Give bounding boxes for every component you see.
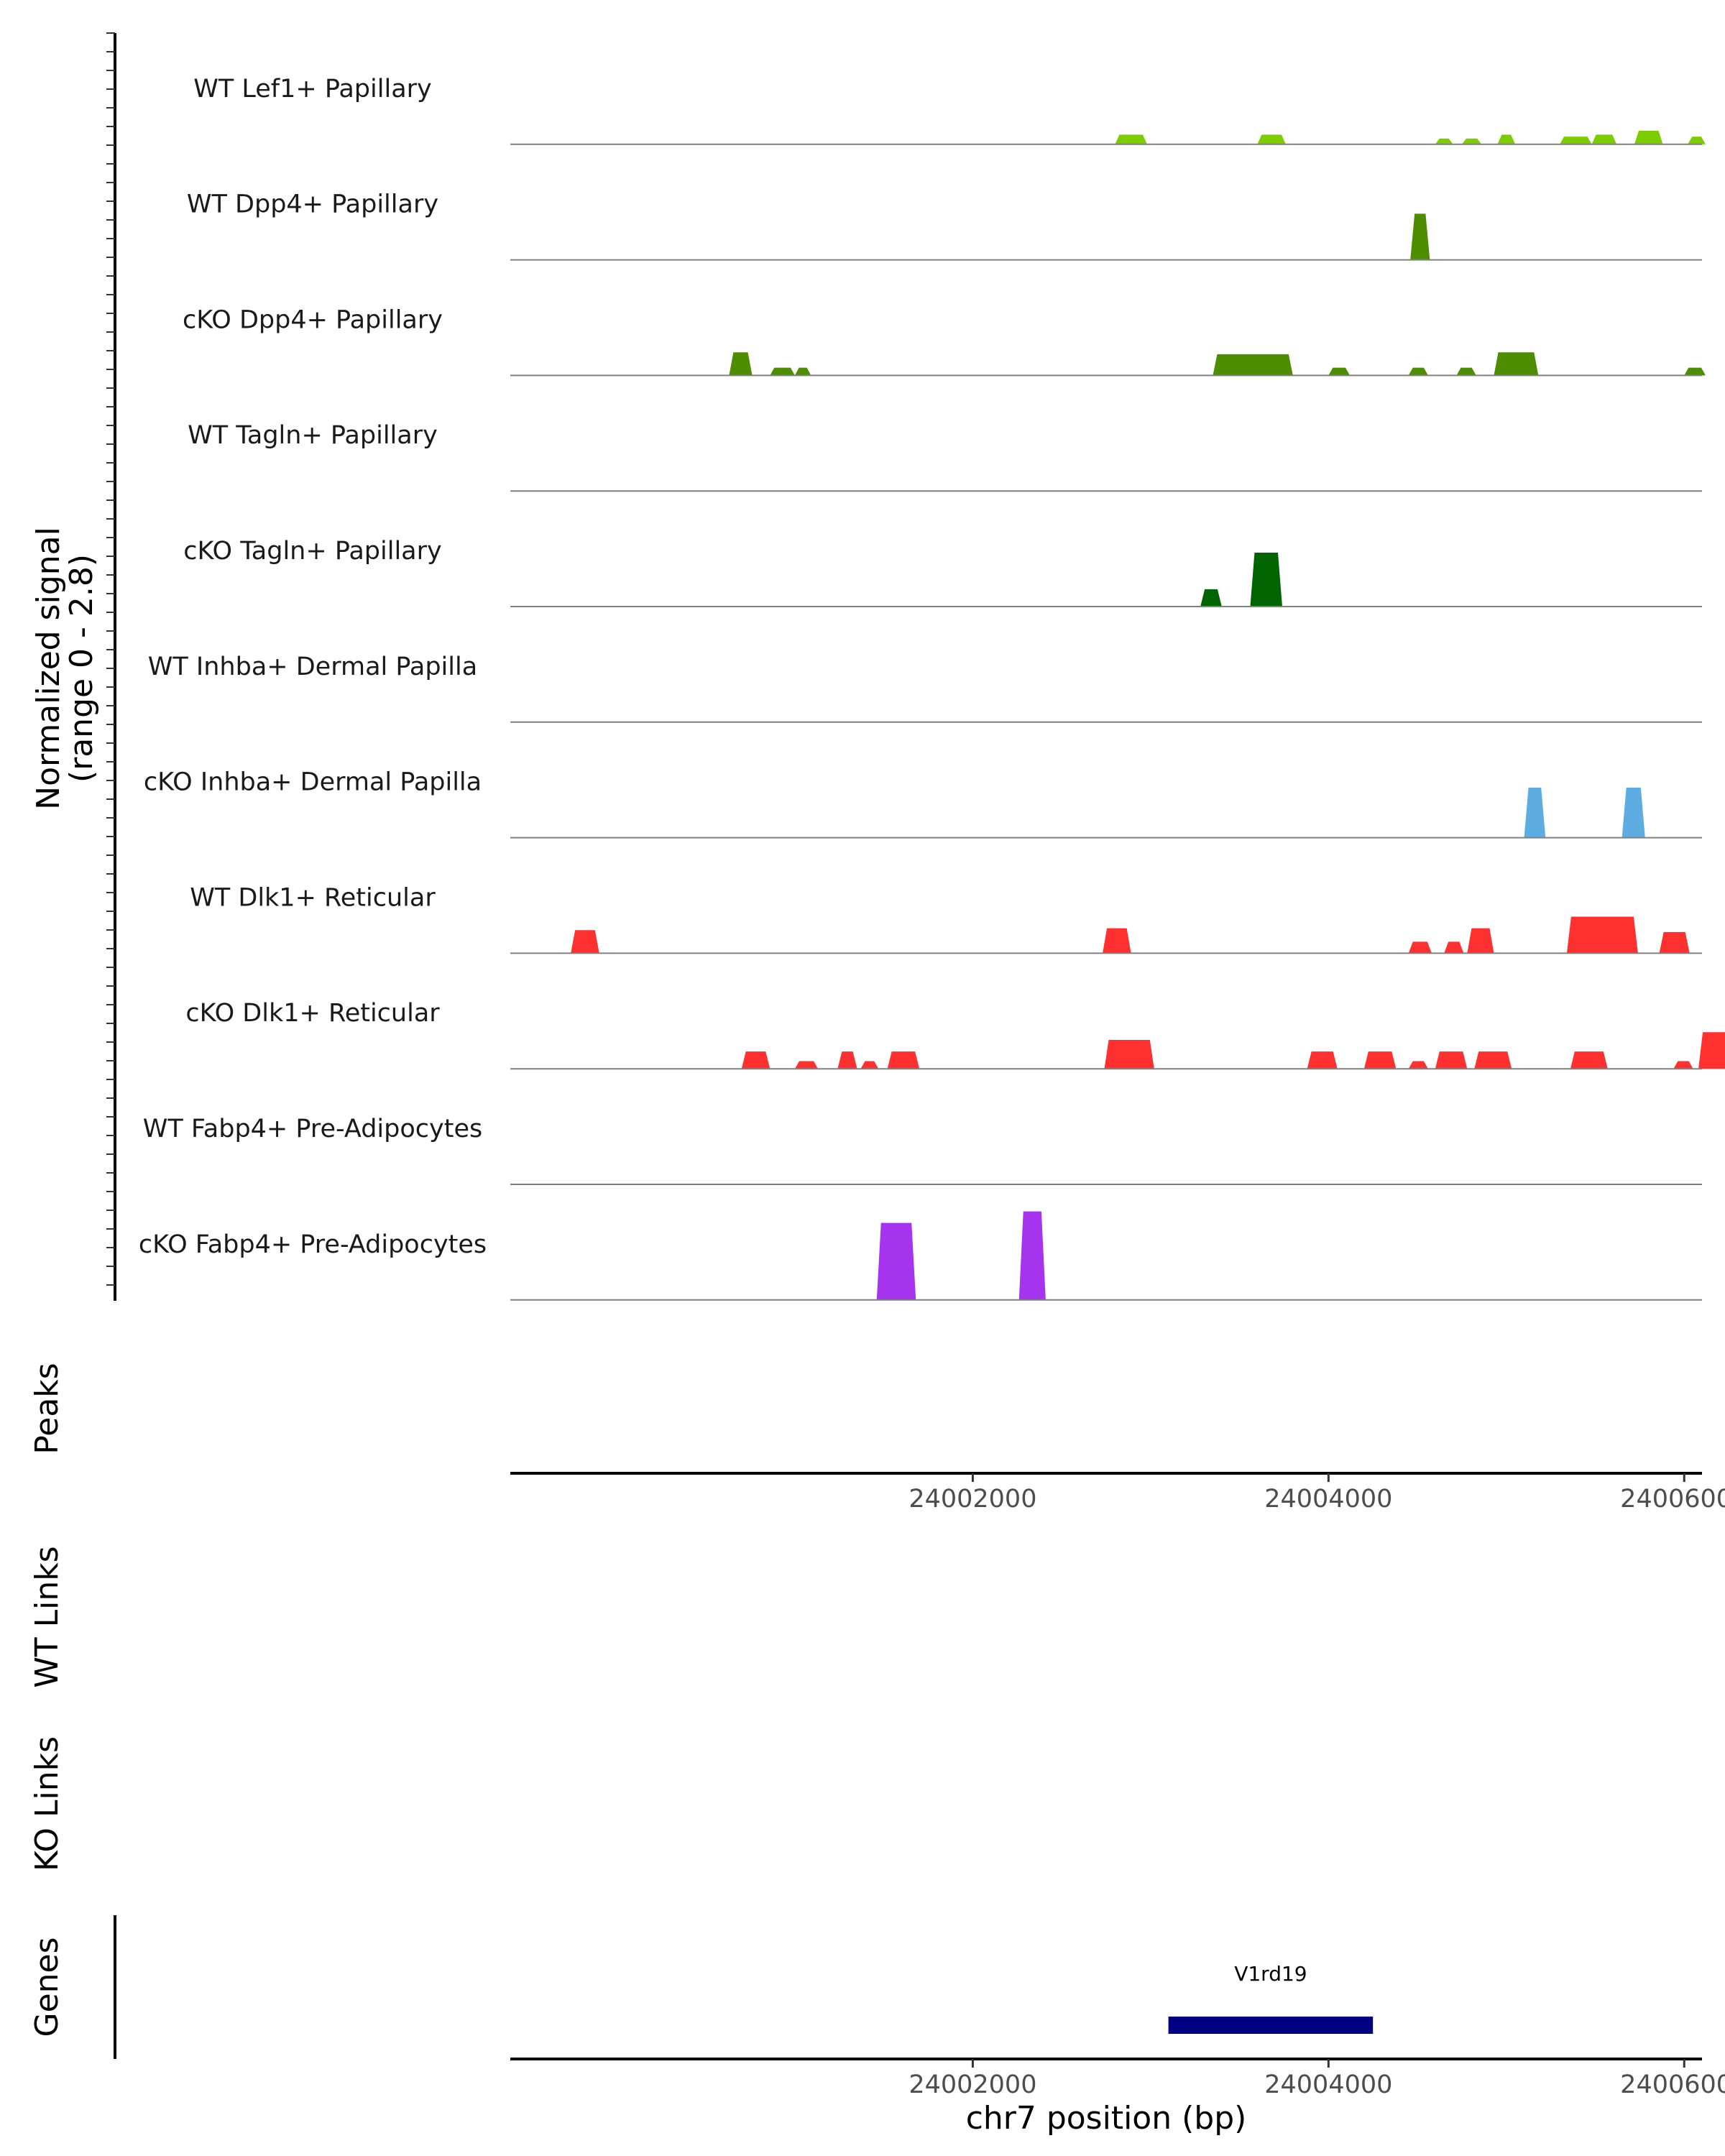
signal-ylabel: Normalized signal xyxy=(30,527,67,810)
signal-peak xyxy=(887,1051,920,1069)
signal-peak xyxy=(1524,787,1546,838)
signal-peak xyxy=(1328,367,1351,376)
signal-peak xyxy=(1408,367,1428,376)
signal-peak xyxy=(1444,941,1464,954)
peaks-label: Peaks xyxy=(29,1363,65,1454)
track-label: cKO Fabp4+ Pre-Adipocytes xyxy=(139,1230,487,1259)
track-label: WT Dpp4+ Papillary xyxy=(187,190,438,219)
signal-peak xyxy=(571,930,599,954)
signal-peak xyxy=(1622,787,1645,838)
signal-peak xyxy=(837,1051,857,1069)
signal-peak xyxy=(1104,1040,1154,1069)
track-11: cKO Fabp4+ Pre-Adipocytes xyxy=(139,1211,1702,1301)
signal-peak xyxy=(1213,354,1293,376)
signal-peak xyxy=(1363,1051,1397,1069)
signal-peak xyxy=(1115,134,1147,144)
signal-peak xyxy=(1591,134,1617,144)
signal-peak xyxy=(1566,916,1638,954)
signal-peak xyxy=(1018,1211,1046,1300)
signal-peak xyxy=(1250,553,1282,607)
x-tick-label: 24004000 xyxy=(1264,1485,1392,1514)
signal-peak xyxy=(1307,1051,1338,1069)
signal-peak xyxy=(729,352,753,376)
upper-x-ticks: 24002000 24004000 24006000 xyxy=(908,1473,1725,1514)
strand-arrow xyxy=(1248,2018,1257,2032)
gene-label: V1rd19 xyxy=(1234,1962,1307,1986)
track-label: WT Lef1+ Papillary xyxy=(193,75,432,103)
lower-x-ticks: 24002000 24004000 24006000 xyxy=(908,2059,1725,2099)
signal-peak xyxy=(1200,589,1222,607)
x-tick-label: 24002000 xyxy=(908,2070,1036,2099)
track-9: cKO Dlk1+ Reticular xyxy=(185,999,1725,1070)
signal-peak xyxy=(1570,1051,1608,1069)
signal-peak xyxy=(1257,134,1286,144)
signal-peak xyxy=(1410,213,1430,260)
signal-peak xyxy=(1684,367,1706,376)
x-tick-label: 24006000 xyxy=(1620,1485,1725,1514)
signal-peak xyxy=(794,1061,819,1069)
track-6: WT Inhba+ Dermal Papilla xyxy=(148,653,1702,723)
signal-peak xyxy=(741,1051,770,1069)
signal-peak xyxy=(1456,367,1476,376)
signal-peak xyxy=(1408,1061,1428,1069)
track-label: cKO Inhba+ Dermal Papilla xyxy=(144,768,482,797)
signal-tracks: WT Lef1+ Papillary WT Dpp4+ Papillary cKO … xyxy=(139,75,1725,1301)
strand-arrow xyxy=(1274,2018,1283,2032)
x-axis-label: chr7 position (bp) xyxy=(966,2100,1247,2137)
strand-arrow xyxy=(1352,2018,1361,2032)
signal-y-ticks xyxy=(106,32,115,1286)
track-7: cKO Inhba+ Dermal Papilla xyxy=(144,768,1702,839)
signal-peak xyxy=(1560,137,1592,144)
signal-peak xyxy=(1494,352,1539,376)
strand-arrow xyxy=(1300,2018,1309,2032)
signal-peak xyxy=(1634,131,1663,144)
track-label: cKO Dpp4+ Papillary xyxy=(183,305,443,334)
x-tick-label: 24002000 xyxy=(908,1485,1036,1514)
track-8: WT Dlk1+ Reticular xyxy=(190,883,1702,954)
track-label: cKO Tagln+ Papillary xyxy=(183,537,442,566)
track-2: WT Dpp4+ Papillary xyxy=(187,190,1702,261)
track-3: cKO Dpp4+ Papillary xyxy=(183,305,1706,377)
strand-arrow xyxy=(1197,2018,1205,2032)
signal-peak xyxy=(1673,1061,1693,1069)
signal-peak xyxy=(1698,1032,1725,1069)
signal-peak xyxy=(1408,941,1432,954)
x-tick-label: 24006000 xyxy=(1620,2070,1725,2099)
signal-peak xyxy=(1474,1051,1512,1069)
genes-label: Genes xyxy=(29,1937,65,2037)
signal-peak xyxy=(860,1061,879,1069)
ko-links-label: KO Links xyxy=(29,1736,65,1871)
signal-peak xyxy=(794,367,811,376)
track-5: cKO Tagln+ Papillary xyxy=(183,537,1702,607)
signal-peak xyxy=(770,367,795,376)
track-1: WT Lef1+ Papillary xyxy=(193,75,1706,145)
track-label: WT Inhba+ Dermal Papilla xyxy=(148,653,477,681)
strand-arrow xyxy=(1223,2018,1231,2032)
gene-body xyxy=(1168,2017,1374,2034)
signal-peak xyxy=(1461,138,1482,144)
track-10: WT Fabp4+ Pre-Adipocytes xyxy=(143,1115,1702,1185)
strand-arrow xyxy=(1326,2018,1335,2032)
x-tick-label: 24004000 xyxy=(1264,2070,1392,2099)
wt-links-label: WT Links xyxy=(29,1546,65,1687)
signal-peak xyxy=(1688,137,1706,144)
signal-peak xyxy=(1497,134,1516,144)
track-label: cKO Dlk1+ Reticular xyxy=(185,999,440,1028)
signal-peak xyxy=(1659,931,1690,954)
signal-ylabel-range: (range 0 - 2.8) xyxy=(63,554,100,783)
strand-arrow xyxy=(1171,2018,1179,2032)
signal-peak xyxy=(876,1222,916,1300)
signal-peak xyxy=(1103,928,1131,954)
track-label: WT Tagln+ Papillary xyxy=(188,421,438,450)
signal-peak xyxy=(1467,928,1494,954)
signal-peak xyxy=(1435,1051,1468,1069)
track-4: WT Tagln+ Papillary xyxy=(188,421,1702,492)
track-label: WT Fabp4+ Pre-Adipocytes xyxy=(143,1115,482,1143)
track-label: WT Dlk1+ Reticular xyxy=(190,883,436,912)
signal-peak xyxy=(1435,138,1453,144)
genes-track: V1rd19 xyxy=(1168,1962,1374,2034)
